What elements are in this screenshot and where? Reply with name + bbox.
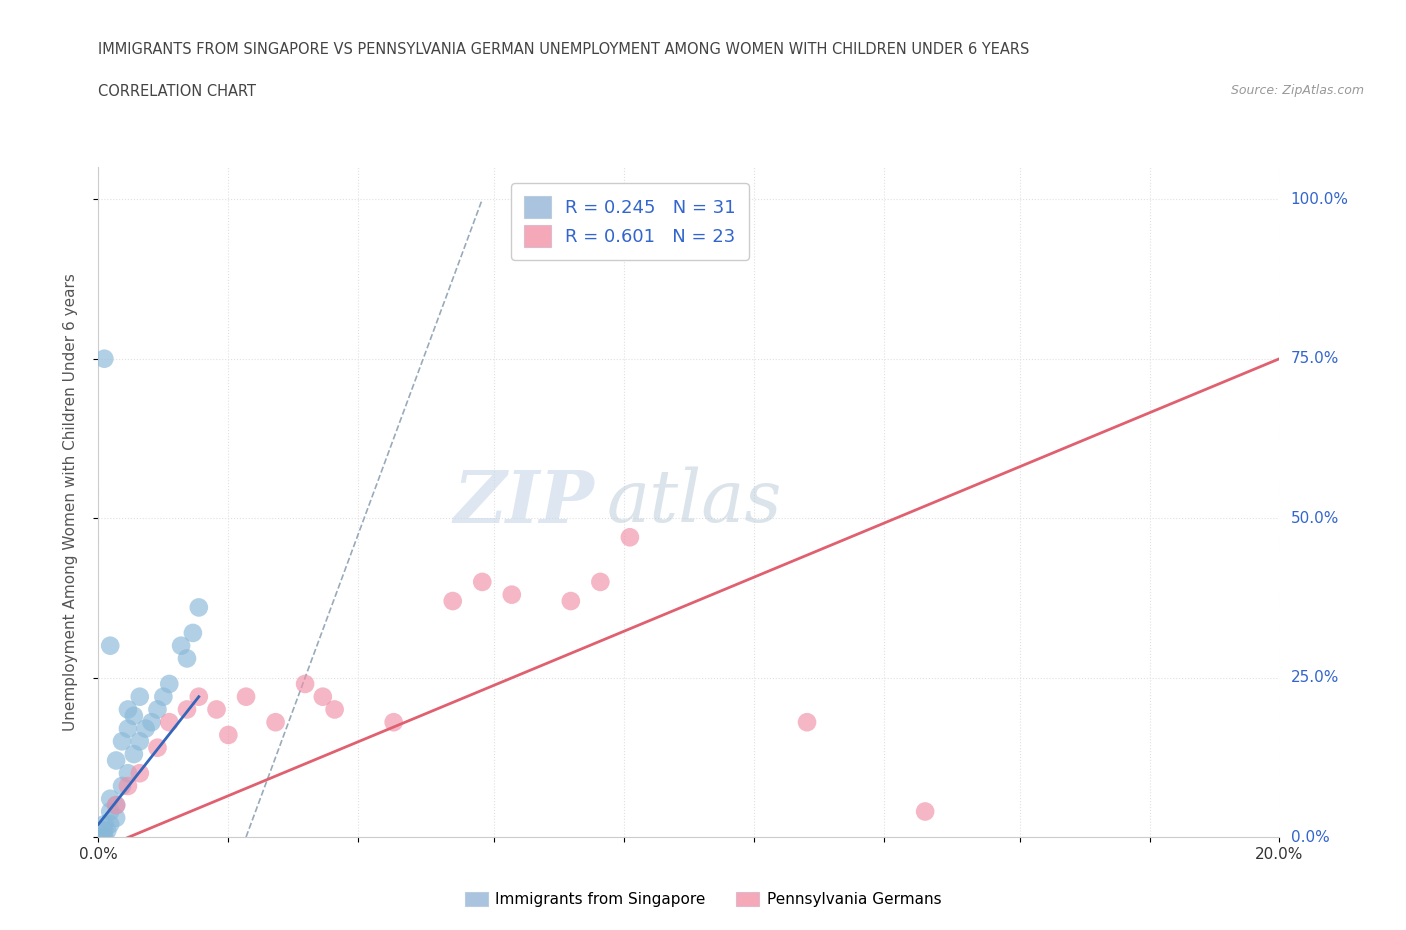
Text: 75.0%: 75.0%	[1291, 352, 1339, 366]
Point	[157, 676, 180, 691]
Point	[176, 651, 198, 666]
Point	[128, 689, 150, 704]
Text: 100.0%: 100.0%	[1291, 192, 1348, 206]
Point	[90, 830, 112, 844]
Point	[181, 626, 204, 641]
Text: Source: ZipAtlas.com: Source: ZipAtlas.com	[1230, 84, 1364, 97]
Point	[157, 715, 180, 730]
Point	[501, 587, 523, 602]
Text: 25.0%: 25.0%	[1291, 671, 1339, 685]
Point	[105, 798, 128, 813]
Point	[117, 702, 139, 717]
Point	[796, 715, 818, 730]
Point	[471, 575, 494, 590]
Point	[98, 804, 121, 819]
Point	[105, 810, 128, 825]
Point	[312, 689, 335, 704]
Point	[323, 702, 346, 717]
Text: IMMIGRANTS FROM SINGAPORE VS PENNSYLVANIA GERMAN UNEMPLOYMENT AMONG WOMEN WITH C: IMMIGRANTS FROM SINGAPORE VS PENNSYLVANI…	[98, 42, 1029, 57]
Point	[152, 689, 174, 704]
Text: ZIP: ZIP	[454, 467, 595, 538]
Point	[117, 721, 139, 736]
Point	[96, 823, 118, 838]
Point	[205, 702, 228, 717]
Point	[146, 740, 169, 755]
Point	[98, 791, 121, 806]
Point	[264, 715, 287, 730]
Point	[93, 830, 115, 844]
Point	[294, 676, 316, 691]
Point	[589, 575, 612, 590]
Point	[382, 715, 405, 730]
Point	[117, 765, 139, 780]
Point	[135, 721, 157, 736]
Point	[105, 798, 128, 813]
Point	[217, 727, 239, 742]
Point	[122, 747, 145, 762]
Point	[187, 689, 209, 704]
Point	[93, 352, 115, 366]
Point	[105, 753, 128, 768]
Point	[93, 817, 115, 831]
Point	[619, 530, 641, 545]
Text: atlas: atlas	[606, 467, 782, 538]
Point	[111, 778, 134, 793]
Point	[235, 689, 257, 704]
Point	[170, 638, 193, 653]
Point	[93, 823, 115, 838]
Point	[141, 715, 163, 730]
Point	[98, 817, 121, 831]
Point	[122, 709, 145, 724]
Text: 50.0%: 50.0%	[1291, 511, 1339, 525]
Point	[187, 600, 209, 615]
Legend: Immigrants from Singapore, Pennsylvania Germans: Immigrants from Singapore, Pennsylvania …	[458, 885, 948, 913]
Point	[146, 702, 169, 717]
Point	[441, 593, 464, 608]
Point	[914, 804, 936, 819]
Point	[117, 778, 139, 793]
Y-axis label: Unemployment Among Women with Children Under 6 years: Unemployment Among Women with Children U…	[63, 273, 77, 731]
Text: 0.0%: 0.0%	[1291, 830, 1329, 844]
Point	[98, 638, 121, 653]
Point	[111, 734, 134, 749]
Legend: R = 0.245   N = 31, R = 0.601   N = 23: R = 0.245 N = 31, R = 0.601 N = 23	[512, 183, 748, 259]
Text: CORRELATION CHART: CORRELATION CHART	[98, 84, 256, 99]
Point	[128, 765, 150, 780]
Point	[560, 593, 582, 608]
Point	[128, 734, 150, 749]
Point	[176, 702, 198, 717]
